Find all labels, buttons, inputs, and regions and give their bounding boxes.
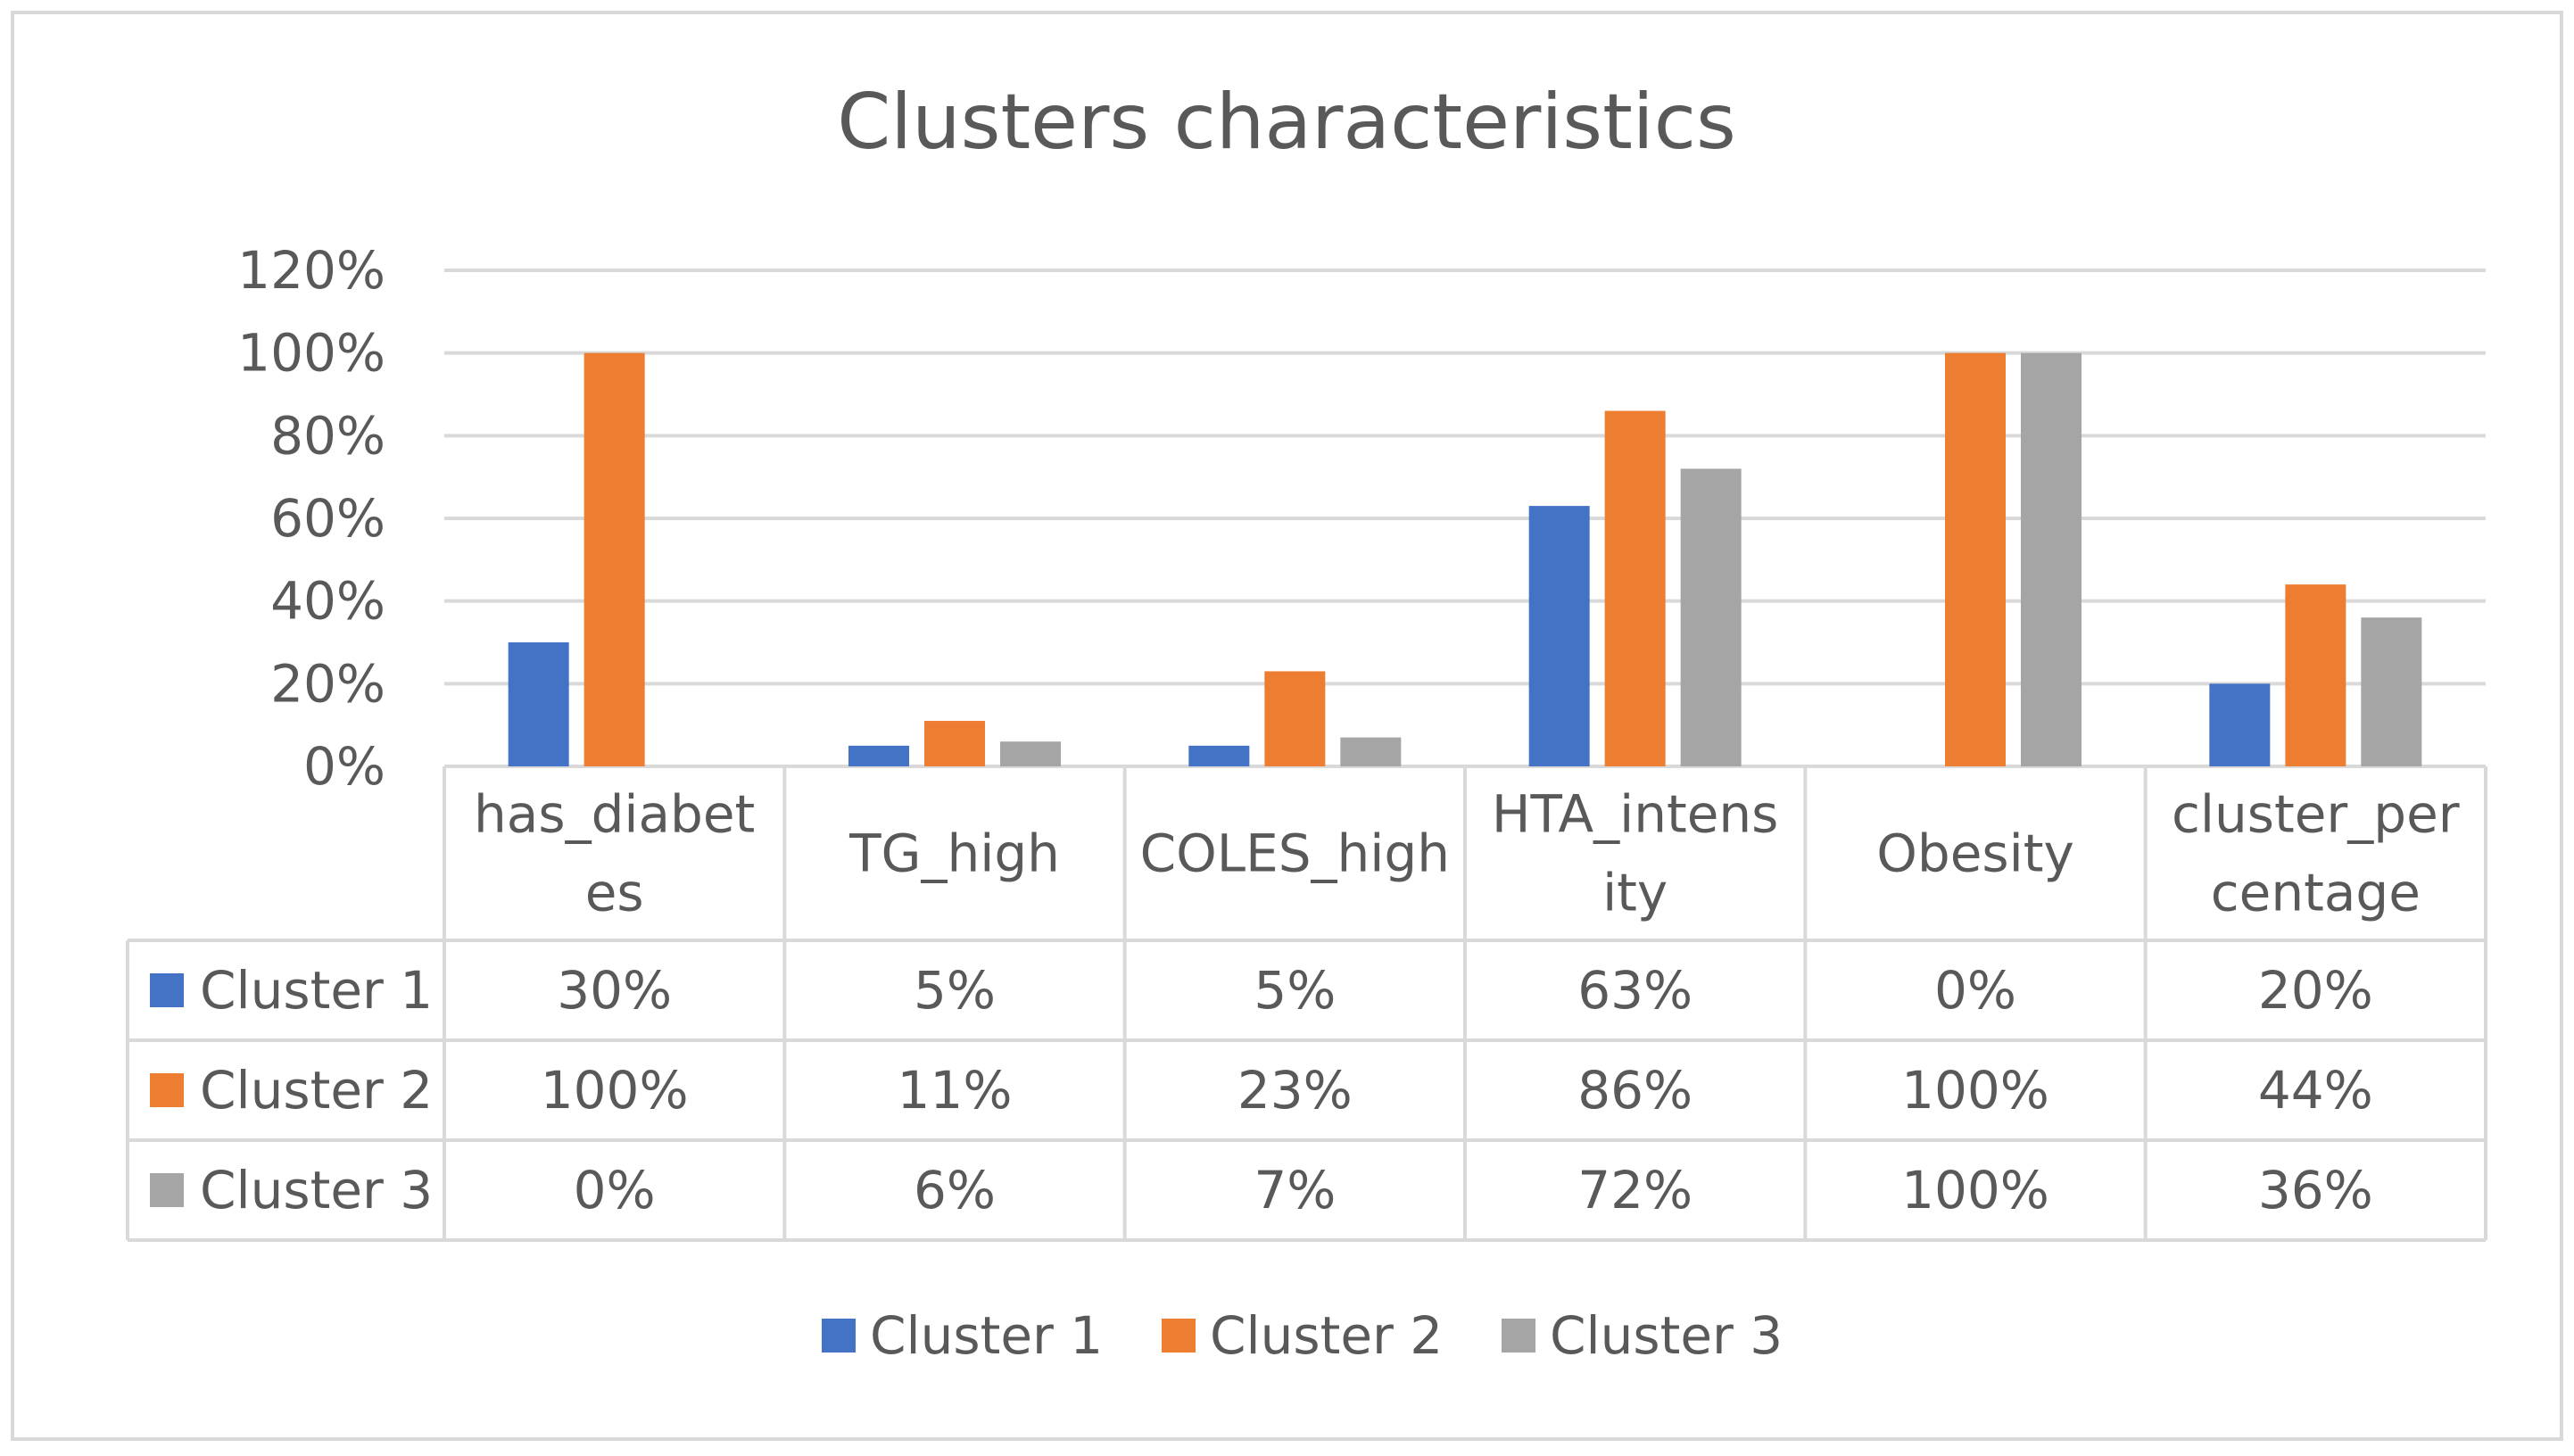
table-cell-value: 100% xyxy=(1901,1160,2049,1220)
table-legend-key xyxy=(150,1073,184,1107)
category-label: Obesity xyxy=(1876,823,2074,884)
legend-label: Cluster 2 xyxy=(1210,1305,1443,1366)
table-cell-value: 7% xyxy=(1254,1160,1336,1220)
legend-label: Cluster 3 xyxy=(1550,1305,1783,1366)
bar-cluster-1 xyxy=(1188,745,1250,766)
table-legend-key xyxy=(150,1173,184,1207)
table-cell-value: 0% xyxy=(1934,960,2016,1021)
chart-title: Clusters characteristics xyxy=(837,78,1736,167)
legend-key xyxy=(822,1319,856,1353)
table-cell-value: 100% xyxy=(1901,1060,2049,1121)
category-label: ity xyxy=(1602,863,1668,923)
table-cell-value: 20% xyxy=(2258,960,2373,1021)
bar-cluster-2 xyxy=(1945,352,2006,766)
category-label: es xyxy=(585,863,644,923)
category-label: COLES_high xyxy=(1140,823,1450,884)
y-tick-label: 120% xyxy=(237,240,385,301)
table-cell-value: 5% xyxy=(1254,960,1336,1021)
table-legend-key xyxy=(150,973,184,1007)
table-cell-value: 36% xyxy=(2258,1160,2373,1220)
y-tick-label: 100% xyxy=(237,323,385,384)
table-cell-value: 30% xyxy=(557,960,672,1021)
bar-cluster-2 xyxy=(924,721,985,766)
y-tick-label: 20% xyxy=(270,653,385,714)
table-cell-value: 5% xyxy=(914,960,996,1021)
category-label: cluster_per xyxy=(2172,784,2460,845)
category-label: has_diabet xyxy=(474,784,755,845)
legend: Cluster 1 Cluster 2 Cluster 3 xyxy=(822,1305,1783,1366)
category-label: TG_high xyxy=(848,823,1060,884)
table-cell-value: 6% xyxy=(914,1160,996,1220)
table-cell-value: 63% xyxy=(1577,960,1693,1021)
bar-cluster-1 xyxy=(848,745,909,766)
bar-cluster-1 xyxy=(1528,506,1590,766)
y-axis-ticks: 0% 20% 40% 60% 80% 100% 120% xyxy=(237,240,385,797)
bar-cluster-1 xyxy=(508,642,569,766)
bar-cluster-3 xyxy=(2021,352,2082,766)
bar-cluster-3 xyxy=(1680,468,1742,766)
legend-key xyxy=(1502,1319,1535,1353)
bar-cluster-2 xyxy=(2285,584,2346,766)
bar-cluster-3 xyxy=(1000,741,1061,766)
bar-cluster-2 xyxy=(1604,410,1666,766)
bar-cluster-2 xyxy=(583,352,645,766)
legend-key xyxy=(1162,1319,1196,1353)
y-tick-label: 0% xyxy=(303,736,385,797)
table-cell-value: 86% xyxy=(1577,1060,1693,1121)
y-tick-label: 80% xyxy=(270,405,385,466)
table-cell-value: 23% xyxy=(1237,1060,1353,1121)
table-series-label: Cluster 2 xyxy=(200,1060,433,1121)
y-tick-label: 60% xyxy=(270,488,385,549)
category-label: HTA_intens xyxy=(1492,784,1779,845)
table-series-label: Cluster 1 xyxy=(200,960,433,1021)
table-cell-value: 72% xyxy=(1577,1160,1693,1220)
table-cell-value: 44% xyxy=(2258,1060,2373,1121)
bars-layer xyxy=(508,352,2422,766)
bar-cluster-3 xyxy=(1340,737,1402,766)
category-label: centage xyxy=(2211,863,2421,923)
table-cell-value: 11% xyxy=(898,1060,1013,1121)
bar-cluster-3 xyxy=(2361,617,2422,766)
table-cell-value: 0% xyxy=(574,1160,656,1220)
table-cell-value: 100% xyxy=(541,1060,689,1121)
table-series-label: Cluster 3 xyxy=(200,1160,433,1220)
legend-label: Cluster 1 xyxy=(870,1305,1103,1366)
bar-cluster-1 xyxy=(2209,683,2271,766)
bar-cluster-2 xyxy=(1264,671,1326,766)
y-tick-label: 40% xyxy=(270,571,385,632)
